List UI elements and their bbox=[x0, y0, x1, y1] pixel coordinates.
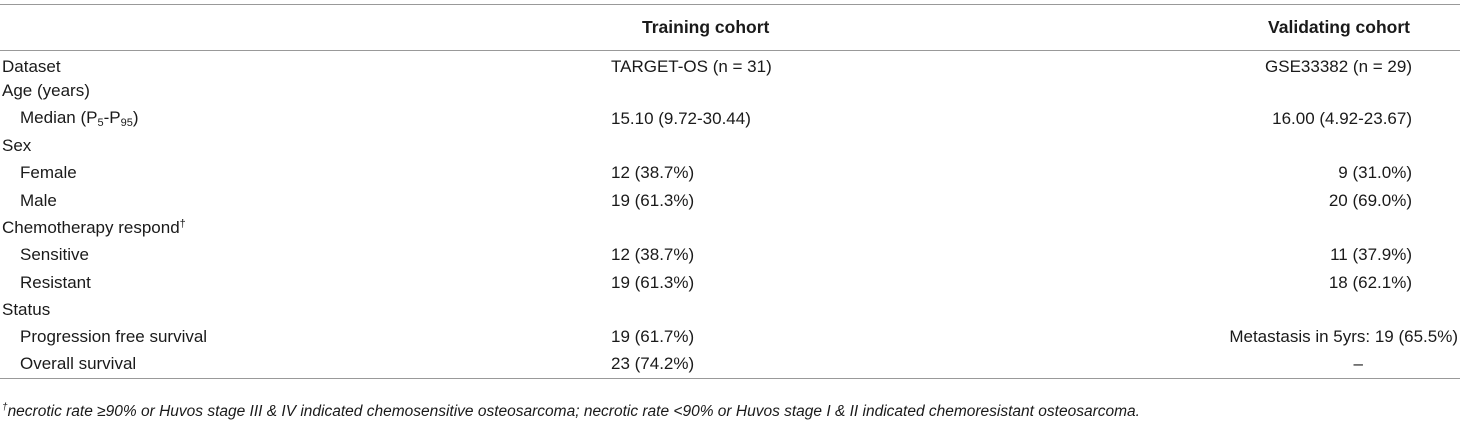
cell-sex-training bbox=[500, 132, 1070, 159]
row-label-median: Median (P5-P95) bbox=[0, 105, 500, 132]
cell-chemotherapy-validating bbox=[1070, 214, 1460, 241]
cell-female-training: 12 (38.7%) bbox=[611, 163, 695, 183]
header-validating-cohort: Validating cohort bbox=[1070, 4, 1460, 51]
table-row-progression-free: Progression free survival 19 (61.7%) Met… bbox=[0, 323, 1460, 350]
footnote-text: necrotic rate ≥90% or Huvos stage III & … bbox=[7, 403, 1140, 420]
table-row-sex: Sex bbox=[0, 132, 1460, 159]
cell-resistant-training: 19 (61.3%) bbox=[611, 272, 695, 292]
median-label-sub1: 5 bbox=[97, 117, 104, 130]
median-label-mid: -P bbox=[103, 108, 121, 128]
cell-sensitive-validating: 11 (37.9%) bbox=[1330, 245, 1412, 265]
cell-dataset-validating: GSE33382 (n = 29) bbox=[1265, 57, 1412, 77]
row-label-female: Female bbox=[20, 163, 77, 183]
row-label-age: Age (years) bbox=[2, 81, 90, 101]
cell-resistant-validating: 18 (62.1%) bbox=[1328, 272, 1412, 292]
row-label-sensitive: Sensitive bbox=[20, 245, 89, 265]
cell-progression-free-training: 19 (61.7%) bbox=[611, 327, 695, 347]
table-footnote: †necrotic rate ≥90% or Huvos stage III &… bbox=[2, 402, 1140, 421]
cell-overall-survival-validating: – bbox=[1070, 350, 1460, 379]
table-header-row: Training cohort Validating cohort bbox=[0, 4, 1460, 51]
cell-chemotherapy-training bbox=[500, 214, 1070, 241]
cell-overall-survival-training: 23 (74.2%) bbox=[500, 350, 1070, 379]
table-row-dataset: Dataset TARGET-OS (n = 31) GSE33382 (n =… bbox=[0, 51, 1460, 78]
table-row-overall-survival: Overall survival 23 (74.2%) – bbox=[0, 350, 1460, 379]
table-row-age: Age (years) bbox=[0, 78, 1460, 105]
row-label-sex: Sex bbox=[2, 136, 32, 156]
table-row-male: Male 19 (61.3%) 20 (69.0%) bbox=[0, 187, 1460, 214]
table-row-female: Female 12 (38.7%) 9 (31.0%) bbox=[0, 160, 1460, 187]
header-training-cohort: Training cohort bbox=[500, 4, 1070, 51]
cell-status-training bbox=[500, 296, 1070, 323]
cell-sex-validating bbox=[1070, 132, 1460, 159]
cell-sensitive-training: 12 (38.7%) bbox=[611, 245, 695, 265]
table-row-resistant: Resistant 19 (61.3%) 18 (62.1%) bbox=[0, 269, 1460, 296]
row-label-resistant: Resistant bbox=[20, 272, 91, 292]
row-label-chemotherapy: Chemotherapy respond† bbox=[0, 214, 500, 241]
median-label-prefix: Median (P bbox=[20, 108, 98, 128]
median-label-sub2: 95 bbox=[120, 117, 133, 130]
cell-male-validating: 20 (69.0%) bbox=[1328, 190, 1412, 210]
row-label-dataset: Dataset bbox=[2, 57, 61, 77]
chemotherapy-label-text: Chemotherapy respond bbox=[2, 217, 180, 237]
cell-age-validating bbox=[1070, 78, 1460, 105]
dagger-footnote-marker: † bbox=[179, 217, 186, 230]
table-row-sensitive: Sensitive 12 (38.7%) 11 (37.9%) bbox=[0, 242, 1460, 269]
cell-male-training: 19 (61.3%) bbox=[611, 190, 695, 210]
median-label-suffix: ) bbox=[132, 108, 139, 128]
row-label-progression-free: Progression free survival bbox=[20, 327, 208, 347]
row-label-male: Male bbox=[20, 190, 57, 210]
cell-dataset-training: TARGET-OS (n = 31) bbox=[611, 57, 772, 77]
cell-progression-free-validating: Metastasis in 5yrs: 19 (65.5%) bbox=[1229, 327, 1458, 347]
footnote-dagger-marker: † bbox=[2, 402, 8, 413]
table-row-status: Status bbox=[0, 296, 1460, 323]
row-label-status: Status bbox=[2, 299, 51, 319]
cohort-characteristics-table: Training cohort Validating cohort Datase… bbox=[0, 4, 1460, 379]
row-label-overall-survival: Overall survival bbox=[0, 350, 500, 379]
cell-status-validating bbox=[1070, 296, 1460, 323]
cell-female-validating: 9 (31.0%) bbox=[1338, 163, 1412, 183]
cell-age-training bbox=[500, 78, 1070, 105]
header-empty-cell bbox=[0, 4, 500, 51]
cell-median-training: 15.10 (9.72-30.44) bbox=[611, 108, 751, 128]
table-row-median: Median (P5-P95) 15.10 (9.72-30.44) 16.00… bbox=[0, 105, 1460, 132]
table-row-chemotherapy: Chemotherapy respond† bbox=[0, 214, 1460, 241]
cell-median-validating: 16.00 (4.92-23.67) bbox=[1272, 108, 1412, 128]
